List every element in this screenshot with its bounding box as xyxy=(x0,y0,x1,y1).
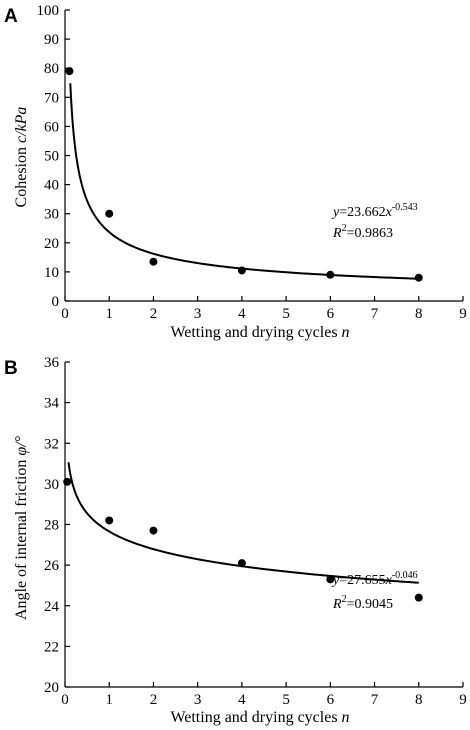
panel-a-r-value: =0.9863 xyxy=(347,226,393,241)
panel-b-y-axis-label: Angle of internal friction xyxy=(13,456,30,620)
svg-text:Cohesion c/kPa: Cohesion c/kPa xyxy=(13,107,30,208)
panel-a-data-point xyxy=(414,273,423,282)
panel-a-y-tick-label: 60 xyxy=(44,119,59,135)
panel-b-data-point xyxy=(63,477,72,486)
panel-b-y-axis-variable: φ/° xyxy=(13,435,30,455)
panel-a-data-point xyxy=(105,209,114,218)
panel-b-x-tick-label: 2 xyxy=(150,692,158,708)
panel-b-x-tick-label: 1 xyxy=(105,692,113,708)
chart-panel-b: B Angle of internal friction φ/° Wetting… xyxy=(4,355,467,726)
panel-b-x-tick-label: 8 xyxy=(415,692,423,708)
panel-b-x-axis-variable: n xyxy=(342,709,350,726)
panel-b-eq-exponent: -0.046 xyxy=(392,570,418,581)
panel-b-data-points xyxy=(63,477,423,602)
panel-b-data-point xyxy=(149,526,158,535)
panel-a-y-tick-label: 20 xyxy=(44,236,59,252)
panel-a-data-point xyxy=(65,67,74,76)
panel-a-y-axis-label: Cohesion xyxy=(13,143,30,207)
panel-a-y-tick-label: 0 xyxy=(52,294,60,310)
panel-a-y-tick-label: 50 xyxy=(44,149,59,165)
panel-a-y-tick-label: 40 xyxy=(44,178,59,194)
panel-a-data-point xyxy=(326,270,335,279)
panel-b-data-point xyxy=(414,593,423,602)
panel-a-letter: A xyxy=(4,6,18,27)
panel-a-x-tick-label: 1 xyxy=(105,306,113,322)
panel-b-x-tick-label: 7 xyxy=(371,692,379,708)
panel-a-x-tick-label: 4 xyxy=(238,306,246,322)
panel-b-x-tick-label: 0 xyxy=(61,692,69,708)
panel-a-r-symbol: R xyxy=(332,226,342,241)
panel-b-data-point xyxy=(105,516,114,525)
panel-b-y-axis-title: Angle of internal friction φ/° xyxy=(13,435,30,620)
panel-b-y-tick-label: 26 xyxy=(44,558,60,574)
panel-a-x-tick-label: 7 xyxy=(371,306,379,322)
panel-b-y-tick-label: 34 xyxy=(44,396,60,412)
panel-a-data-point xyxy=(149,257,158,266)
panel-b-y-tick-label: 22 xyxy=(44,639,59,655)
panel-a-fit-equation: y=23.662x-0.543 xyxy=(331,202,418,220)
panel-a-y-tick-label: 10 xyxy=(44,265,59,281)
panel-a-x-tick-label: 8 xyxy=(415,306,423,322)
panel-a-x-tick-label: 5 xyxy=(282,306,290,322)
panel-a-x-tick-label: 9 xyxy=(459,306,467,322)
panel-a-y-tick-label: 70 xyxy=(44,90,59,106)
panel-b-y-tick-label: 36 xyxy=(44,355,60,371)
panel-a-data-points xyxy=(65,67,423,282)
panel-b-x-tick-label: 4 xyxy=(238,692,246,708)
panel-a-eq-coef: =23.662 xyxy=(339,205,385,220)
panel-b-x-tick-label: 3 xyxy=(194,692,202,708)
panel-b-eq-coef: =27.655 xyxy=(339,573,385,588)
panel-a-r-squared: R2=0.9863 xyxy=(332,223,393,241)
svg-text:Angle of internal friction φ/°: Angle of internal friction φ/° xyxy=(13,435,30,620)
panel-b-y-tick-label: 28 xyxy=(44,518,59,534)
panel-a-y-tick-label: 100 xyxy=(37,3,60,19)
panel-a-y-axis-title: Cohesion c/kPa xyxy=(13,107,30,208)
panel-b-r-symbol: R xyxy=(332,597,342,612)
chart-panel-a: A Cohesion c/kPa Wetting and drying cycl… xyxy=(4,3,467,341)
panel-b-x-tick-label: 5 xyxy=(282,692,290,708)
panel-b-y-tick-label: 24 xyxy=(44,599,60,615)
panel-b-y-tick-label: 30 xyxy=(44,477,59,493)
panel-a-eq-x: x xyxy=(385,205,393,220)
panel-a-x-tick-label: 6 xyxy=(327,306,335,322)
panel-a-x-axis-label: Wetting and drying cycles xyxy=(170,324,341,341)
panel-b-r-value: =0.9045 xyxy=(347,597,393,612)
panel-a-fit-curve xyxy=(69,83,419,280)
panel-b-fit-equation: y=27.655x-0.046 xyxy=(331,570,418,588)
panel-a-r-exponent: 2 xyxy=(342,223,347,234)
panel-a-eq-exponent: -0.543 xyxy=(392,202,418,213)
panel-b-x-axis-title: Wetting and drying cycles n xyxy=(170,709,349,726)
panel-b-y-tick-label: 32 xyxy=(44,436,59,452)
panel-b-x-tick-label: 6 xyxy=(327,692,335,708)
panel-a-x-tick-label: 3 xyxy=(194,306,202,322)
panel-a-y-tick-label: 80 xyxy=(44,61,59,77)
panel-a-x-axis-variable: n xyxy=(342,324,350,341)
panel-b-r-squared: R2=0.9045 xyxy=(332,594,393,612)
panel-b-x-axis-label: Wetting and drying cycles xyxy=(170,709,341,726)
panel-a-x-tick-label: 2 xyxy=(150,306,158,322)
panel-b-eq-x: x xyxy=(385,573,393,588)
panel-b-letter: B xyxy=(4,358,18,379)
panel-a-y-tick-label: 90 xyxy=(44,32,59,48)
panel-b-r-exponent: 2 xyxy=(342,594,347,605)
panel-a-eq-y: y xyxy=(331,205,340,220)
panel-a-x-tick-label: 0 xyxy=(61,306,69,322)
panel-b-data-point xyxy=(326,575,335,584)
panel-a-y-axis-variable: c/kPa xyxy=(13,107,30,143)
panel-b-data-point xyxy=(237,559,246,568)
panel-a-data-point xyxy=(237,266,246,275)
panel-b-y-tick-label: 20 xyxy=(44,680,59,696)
panel-a-x-axis-title: Wetting and drying cycles n xyxy=(170,324,349,341)
panel-b-eq-y: y xyxy=(331,573,340,588)
panel-a-y-tick-label: 30 xyxy=(44,207,59,223)
panel-b-fit-curve xyxy=(67,462,419,584)
panel-b-x-tick-label: 9 xyxy=(459,692,467,708)
